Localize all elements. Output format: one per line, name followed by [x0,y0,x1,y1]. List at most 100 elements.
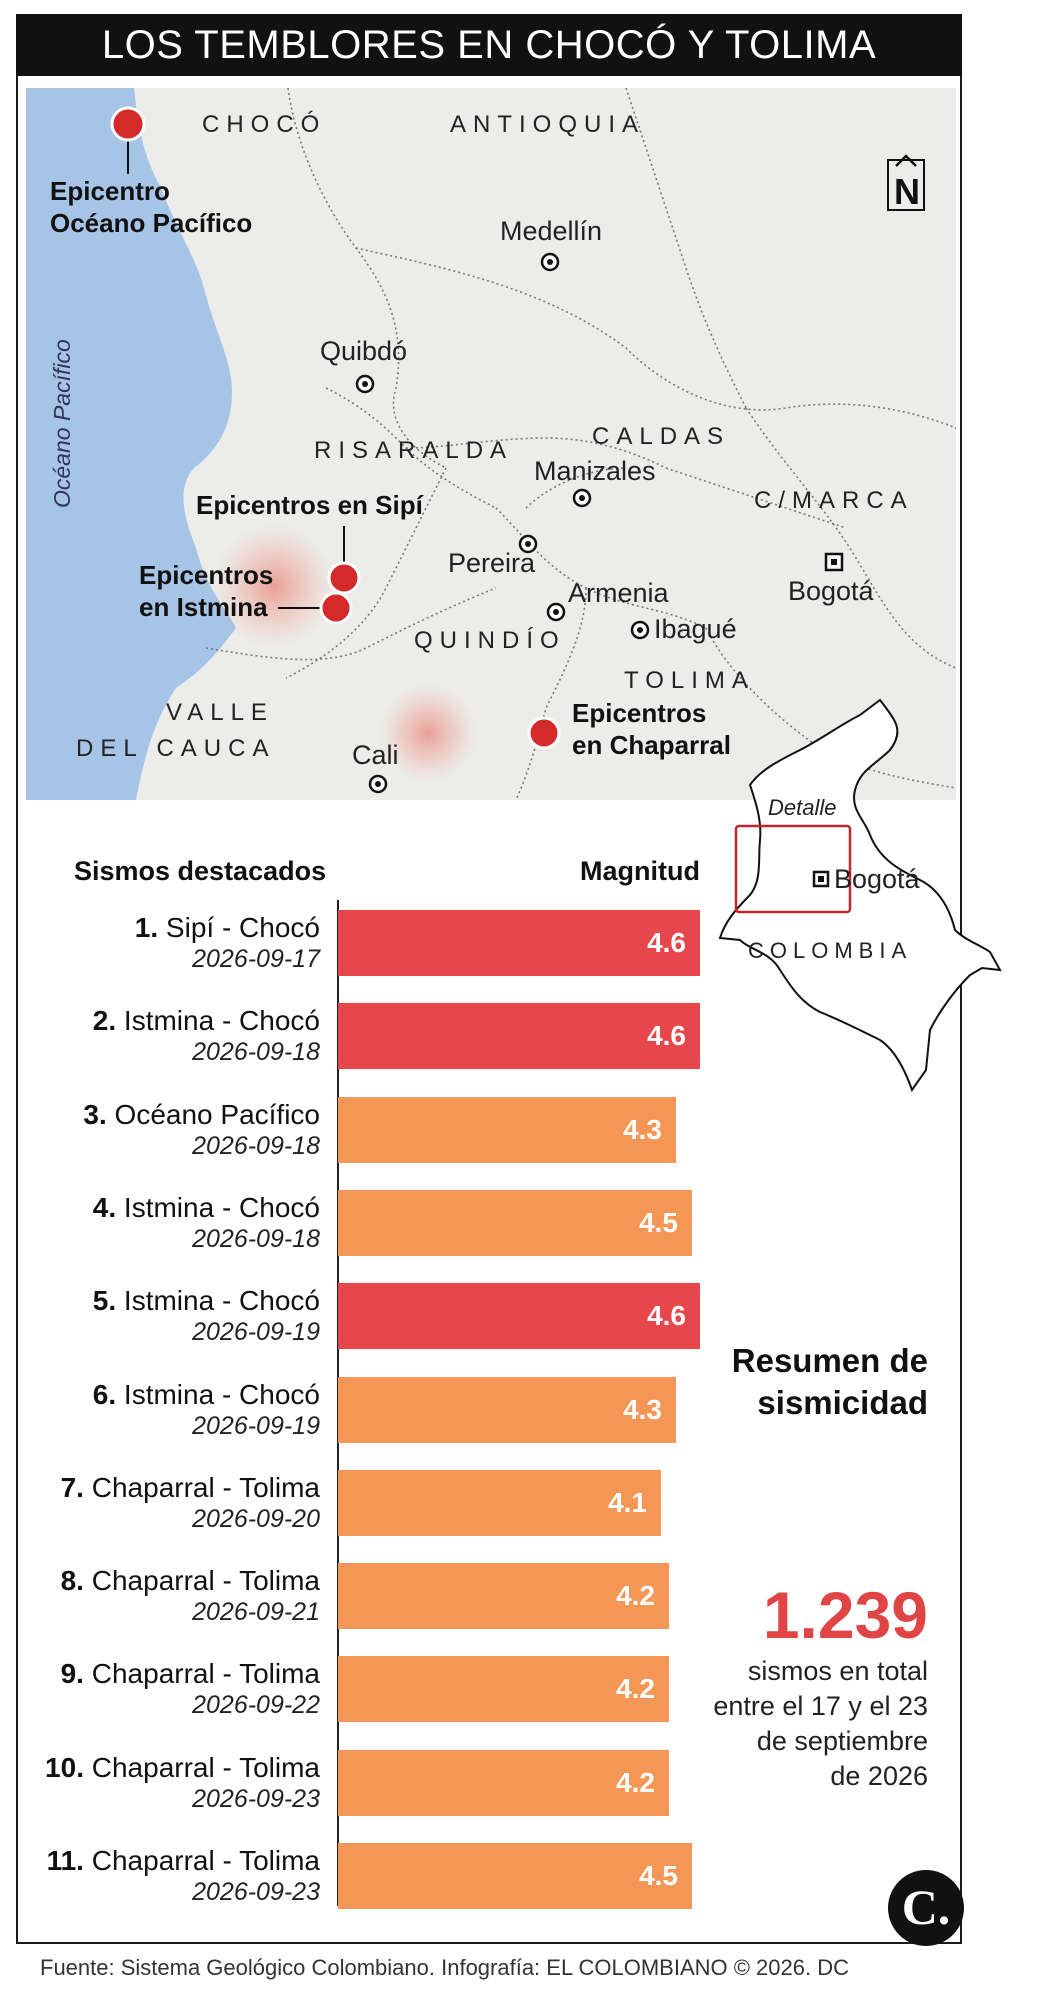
chart-header-left: Sismos destacados [74,856,327,886]
chart-header-right: Magnitud [580,856,700,886]
bar-10: 4.2 [338,1749,669,1816]
city-markers [355,252,844,794]
bar-label-3: 3. Océano Pacífico 2026-09-18 [0,1099,320,1161]
colombia-outline [718,698,1002,1093]
city-ibague: Ibagué [654,614,737,644]
bar-date-8: 2026-09-21 [192,1598,320,1627]
bar-label-4: 4. Istmina - Chocó 2026-09-18 [0,1192,320,1254]
bar-5: 4.6 [338,1283,700,1350]
bar-place-10: 10. Chaparral - Tolima [45,1751,320,1783]
bar-value-4: 4.5 [639,1206,678,1238]
bar-value-3: 4.3 [623,1113,662,1145]
bar-value-10: 4.2 [616,1766,655,1798]
epicenter-pacific-label-2: Océano Pacífico [50,208,252,238]
bar-date-1: 2026-09-17 [192,945,320,973]
epicenter-istmina-label-1: Epicentros [139,560,273,590]
bar-6: 4.3 [338,1376,676,1443]
colombia-inset-map: Detalle Bogotá COLOMBIA [718,698,1002,1093]
city-cali: Cali [352,740,399,770]
bar-8: 4.2 [338,1563,669,1630]
bar-3: 4.3 [338,1096,676,1163]
epicenter-sipi-marker [327,561,361,595]
bar-value-8: 4.2 [616,1580,655,1612]
bar-1: 4.6 [338,910,700,976]
bar-date-11: 2026-09-23 [192,1878,320,1906]
bar-label-1: 1. Sipí - Chocó 2026-09-17 [0,912,320,974]
bar-value-5: 4.6 [647,1300,686,1332]
region-quindio: QUINDÍO [414,627,566,654]
region-choco: CHOCÓ [202,111,326,138]
summary-text-line2: entre el 17 y el 23 [713,1691,928,1721]
epicenter-map: CHOCÓ ANTIOQUIA RISARALDA CALDAS C/MARCA… [26,88,956,800]
epicenter-pacific-marker [110,106,146,142]
city-pereira: Pereira [448,548,536,578]
region-antioquia: ANTIOQUIA [450,111,645,138]
epicenter-pacific-label-1: Epicentro [50,176,170,206]
bar-date-6: 2026-09-19 [192,1411,320,1440]
city-manizales: Manizales [534,456,656,486]
city-medellin: Medellín [500,216,602,246]
summary-text-line4: de 2026 [830,1761,928,1791]
bar-place-11: 11. Chaparral - Tolima [46,1845,320,1876]
bar-place-7: 7. Chaparral - Tolima [60,1471,320,1503]
footer-credit: Fuente: Sistema Geológico Colombiano. In… [40,1955,849,1980]
summary-text-line3: de septiembre [756,1726,928,1756]
bar-value-6: 4.3 [623,1393,662,1425]
bar-9: 4.2 [338,1656,669,1723]
city-armenia: Armenia [568,578,670,608]
bar-label-5: 5. Istmina - Chocó 2026-09-19 [0,1285,320,1347]
bar-label-9: 9. Chaparral - Tolima 2026-09-22 [0,1658,320,1720]
bar-value-1: 4.6 [647,927,686,958]
bar-place-1: 1. Sipí - Chocó [134,912,320,943]
bar-place-8: 8. Chaparral - Tolima [60,1565,320,1597]
bar-date-3: 2026-09-18 [192,1131,320,1160]
bar-label-10: 10. Chaparral - Tolima 2026-09-23 [0,1752,320,1814]
bar-place-3: 3. Océano Pacífico [83,1098,320,1130]
bar-place-4: 4. Istmina - Chocó [92,1191,320,1223]
bar-place-2: 2. Istmina - Chocó [92,1005,320,1037]
region-tolima: TOLIMA [624,667,755,694]
epicenter-chaparral-marker [527,716,561,750]
region-risaralda: RISARALDA [314,437,513,464]
inset-city-bogota: Bogotá [834,864,921,894]
bar-date-4: 2026-09-18 [192,1224,320,1253]
bar-value-2: 4.6 [647,1020,686,1052]
map-sea [26,88,236,800]
summary-title-line1: Resumen de [731,1342,928,1379]
bar-7: 4.1 [338,1469,661,1536]
bar-date-7: 2026-09-20 [192,1504,320,1533]
bar-place-9: 9. Chaparral - Tolima [60,1658,320,1690]
ocean-label: Océano Pacífico [49,339,75,508]
bar-value-11: 4.5 [639,1860,678,1891]
bar-place-5: 5. Istmina - Chocó [92,1285,320,1317]
bar-value-7: 4.1 [608,1486,647,1518]
summary-text: sismos en total entre el 17 y el 23 de s… [713,1654,928,1794]
page-title: LOS TEMBLORES EN CHOCÓ Y TOLIMA [16,14,962,76]
bar-2: 4.6 [338,1003,700,1070]
bar-label-11: 11. Chaparral - Tolima 2026-09-23 [0,1845,320,1907]
summary-title-line2: sismicidad [757,1384,928,1421]
city-bogota: Bogotá [788,576,875,606]
bar-4: 4.5 [338,1189,692,1256]
bar-label-7: 7. Chaparral - Tolima 2026-09-20 [0,1472,320,1534]
bar-date-10: 2026-09-23 [192,1784,320,1813]
bar-label-8: 8. Chaparral - Tolima 2026-09-21 [0,1565,320,1627]
bar-label-6: 6. Istmina - Chocó 2026-09-19 [0,1379,320,1441]
el-colombiano-logo: C. [888,1870,964,1946]
region-del-cauca: DEL CAUCA [76,735,275,762]
bar-place-6: 6. Istmina - Chocó [92,1378,320,1410]
inset-detail-label: Detalle [768,795,836,820]
bar-11: 4.5 [338,1843,692,1909]
north-arrow-icon [887,159,925,211]
bar-date-5: 2026-09-19 [192,1318,320,1347]
region-cmarca: C/MARCA [754,487,914,514]
region-valle: VALLE [166,699,274,726]
epicenter-sipi-label: Epicentros en Sipí [196,490,424,520]
summary-total: 1.239 [762,1578,928,1652]
epicenter-chaparral-label-1: Epicentros [572,698,706,728]
bar-date-2: 2026-09-18 [192,1038,320,1067]
epicenter-chaparral-label-2: en Chaparral [572,730,731,760]
inset-country-label: COLOMBIA [748,938,912,963]
bar-label-2: 2. Istmina - Chocó 2026-09-18 [0,1005,320,1067]
bar-date-9: 2026-09-22 [192,1691,320,1720]
